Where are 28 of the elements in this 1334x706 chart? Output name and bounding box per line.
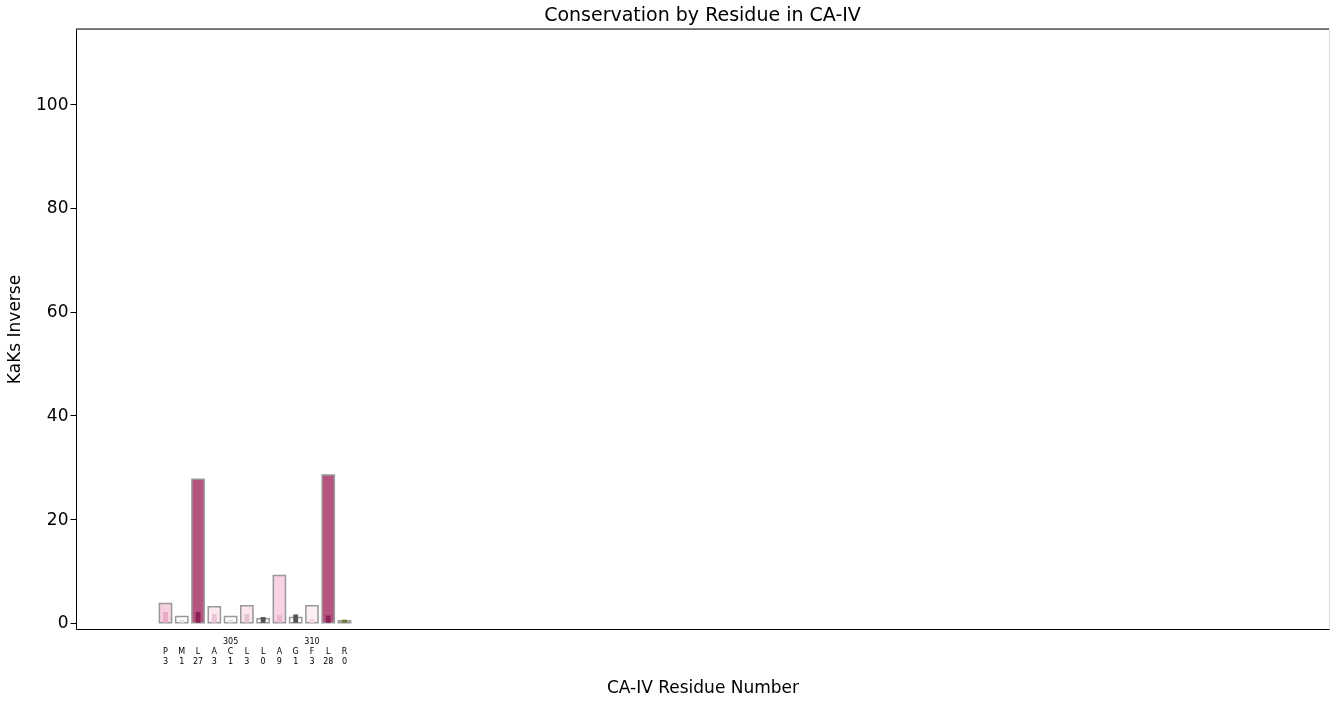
x-tick-label: P 3 — [162, 646, 169, 666]
x-tick-label: L 27 — [192, 646, 204, 666]
x-tick-label: M 1 — [178, 646, 186, 666]
y-tick-label: 100 — [36, 93, 69, 114]
bar — [321, 474, 336, 624]
y-tick-label: 0 — [57, 612, 69, 633]
bar — [272, 574, 287, 624]
bar — [325, 615, 331, 623]
y-tick-label: 20 — [46, 508, 69, 529]
x-tick-label: 305 C 1 — [222, 636, 239, 666]
x-tick-label: L 0 — [260, 646, 266, 666]
y-tick-label: 40 — [46, 404, 69, 425]
x-tick-label: L 28 — [323, 646, 334, 666]
bar — [305, 604, 319, 624]
bar — [293, 614, 299, 623]
y-tick-label: 80 — [46, 197, 69, 218]
x-tick-label: R 0 — [341, 646, 348, 666]
x-tick-label: A 3 — [211, 646, 218, 666]
y-axis-title: KaKs Inverse — [4, 274, 25, 385]
x-tick-label: L 3 — [244, 646, 250, 666]
y-tick-label: 60 — [46, 301, 69, 322]
x-tick-label: A 9 — [276, 646, 283, 666]
x-axis-title: CA-IV Residue Number — [606, 676, 800, 697]
x-tick-label: 310 F 3 — [304, 636, 320, 666]
x-tick-label: G 1 — [292, 646, 299, 666]
bar — [276, 615, 282, 623]
bar — [191, 478, 205, 624]
chart-title: Conservation by Residue in CA-IV — [544, 2, 861, 25]
